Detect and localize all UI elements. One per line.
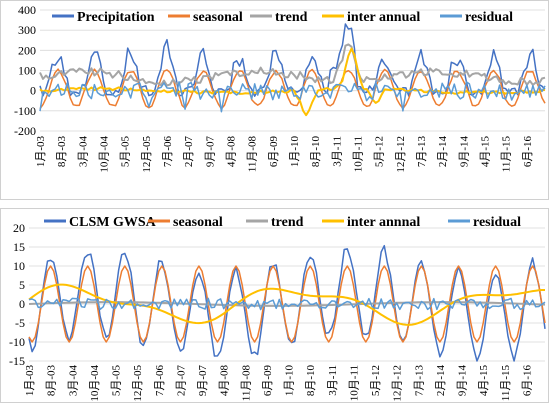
legend-label: residual bbox=[465, 10, 513, 25]
x-tick-label: 9月-07 bbox=[204, 136, 216, 168]
x-tick-label: 11月-08 bbox=[247, 136, 259, 173]
legend-label: inter annnal bbox=[347, 215, 420, 230]
y-tick-label: 10 bbox=[13, 259, 25, 273]
x-tick-label: 2月-14 bbox=[437, 136, 449, 168]
series-line-residual bbox=[28, 297, 546, 311]
x-tick-label: 9月-07 bbox=[197, 365, 209, 397]
x-tick-label: 4月-15 bbox=[478, 365, 490, 397]
legend-label: inter annual bbox=[347, 10, 420, 25]
legend-label: seasonal bbox=[193, 10, 243, 25]
series-line-residual bbox=[39, 81, 546, 113]
legend-label: Precipitation bbox=[77, 10, 155, 25]
x-tick-label: 11月-15 bbox=[500, 365, 512, 402]
y-tick-label: 200 bbox=[18, 43, 36, 57]
x-tick-label: 12月-12 bbox=[395, 136, 407, 173]
chart-panel-precipitation: -200 -100 0 100 200 300 400 1月-03 8月-03 3月-04 10月-… bbox=[14, 3, 546, 173]
x-tick-label: 7月-13 bbox=[413, 365, 425, 397]
x-tick-label: 12月-05 bbox=[141, 136, 153, 173]
y-tick-label: -100 bbox=[14, 104, 36, 118]
series-line-seasonal bbox=[28, 265, 546, 343]
x-tick-label: 2月-14 bbox=[435, 365, 447, 397]
y-tick-label: 20 bbox=[13, 221, 25, 235]
y-tick-label: -10 bbox=[9, 335, 25, 349]
legend-label: residual bbox=[473, 215, 521, 230]
y-tick-label: 400 bbox=[18, 3, 36, 17]
x-tick-label: 6月-09 bbox=[268, 136, 280, 168]
x-tick-label: 2月-07 bbox=[183, 136, 195, 168]
x-tick-label: 10月-11 bbox=[353, 136, 365, 172]
y-tick-label: 100 bbox=[18, 64, 36, 78]
x-tick-label: 11月-15 bbox=[501, 136, 513, 173]
x-tick-label: 6月-16 bbox=[522, 136, 534, 168]
x-tick-label: 6月-16 bbox=[521, 365, 533, 397]
x-tick-label: 1月-10 bbox=[284, 365, 296, 397]
x-tick-label: 8月-10 bbox=[305, 365, 317, 397]
x-tick-label: 9月-14 bbox=[458, 136, 470, 168]
y-tick-label: 15 bbox=[13, 240, 25, 254]
x-tick-label: 7月-13 bbox=[416, 136, 428, 168]
x-tick-label: 3月-04 bbox=[67, 365, 79, 397]
x-tick-label: 12月-05 bbox=[132, 365, 144, 402]
x-tick-label: 11月-08 bbox=[240, 365, 252, 402]
x-tick-label: 8月-10 bbox=[310, 136, 322, 168]
y-tick-label: -15 bbox=[9, 354, 25, 368]
x-tick-label: 3月-04 bbox=[77, 136, 89, 168]
x-tick-label: 6月-09 bbox=[262, 365, 274, 397]
y-tick-label: 0 bbox=[30, 84, 36, 98]
series-line-trend bbox=[39, 43, 546, 87]
x-tick-label: 5月-05 bbox=[120, 136, 132, 168]
x-tick-label: 10月-04 bbox=[99, 136, 111, 173]
x-tick-label: 5月-05 bbox=[111, 365, 123, 397]
x-tick-label: 4月-08 bbox=[226, 136, 238, 168]
x-tick-label: 9月-14 bbox=[457, 365, 469, 397]
legend-label: seasonal bbox=[173, 215, 223, 230]
y-tick-label: -5 bbox=[15, 316, 25, 330]
legend-label: trend bbox=[271, 215, 304, 230]
x-tick-label: 4月-15 bbox=[480, 136, 492, 168]
x-tick-label: 7月-06 bbox=[162, 136, 174, 168]
y-tick-label: 300 bbox=[18, 23, 36, 37]
panel-frame-top bbox=[0, 0, 549, 200]
x-tick-label: 1月-10 bbox=[289, 136, 301, 168]
legend-label: trend bbox=[275, 10, 308, 25]
y-tick-label: 5 bbox=[19, 278, 25, 292]
x-tick-label: 3月-11 bbox=[327, 365, 339, 396]
x-tick-label: 8月-03 bbox=[46, 365, 58, 397]
y-tick-label: 0 bbox=[19, 297, 25, 311]
x-tick-label: 7月-06 bbox=[154, 365, 166, 397]
y-tick-label: -200 bbox=[14, 124, 36, 138]
x-tick-label: 3月-11 bbox=[331, 136, 343, 167]
x-tick-label: 5月-12 bbox=[370, 365, 382, 396]
x-tick-label: 4月-08 bbox=[219, 365, 231, 397]
x-tick-label: 1月-03 bbox=[24, 365, 36, 397]
x-tick-label: 12月-12 bbox=[392, 365, 404, 402]
chart-panel-gwsa: -15 -10 -5 0 5 10 15 20 1月-03 8月-03 3月-04 10月-04 5月-… bbox=[9, 215, 546, 402]
x-tick-label: 1月-03 bbox=[35, 136, 47, 168]
x-tick-label: 8月-03 bbox=[56, 136, 68, 168]
series-line-precip bbox=[39, 23, 546, 98]
x-tick-label: 10月-11 bbox=[348, 365, 360, 401]
x-tick-label: 2月-07 bbox=[175, 365, 187, 397]
legend-label: CLSM GWSA bbox=[69, 215, 157, 230]
x-tick-label: 5月-12 bbox=[374, 136, 386, 167]
x-tick-label: 10月-04 bbox=[89, 365, 101, 402]
